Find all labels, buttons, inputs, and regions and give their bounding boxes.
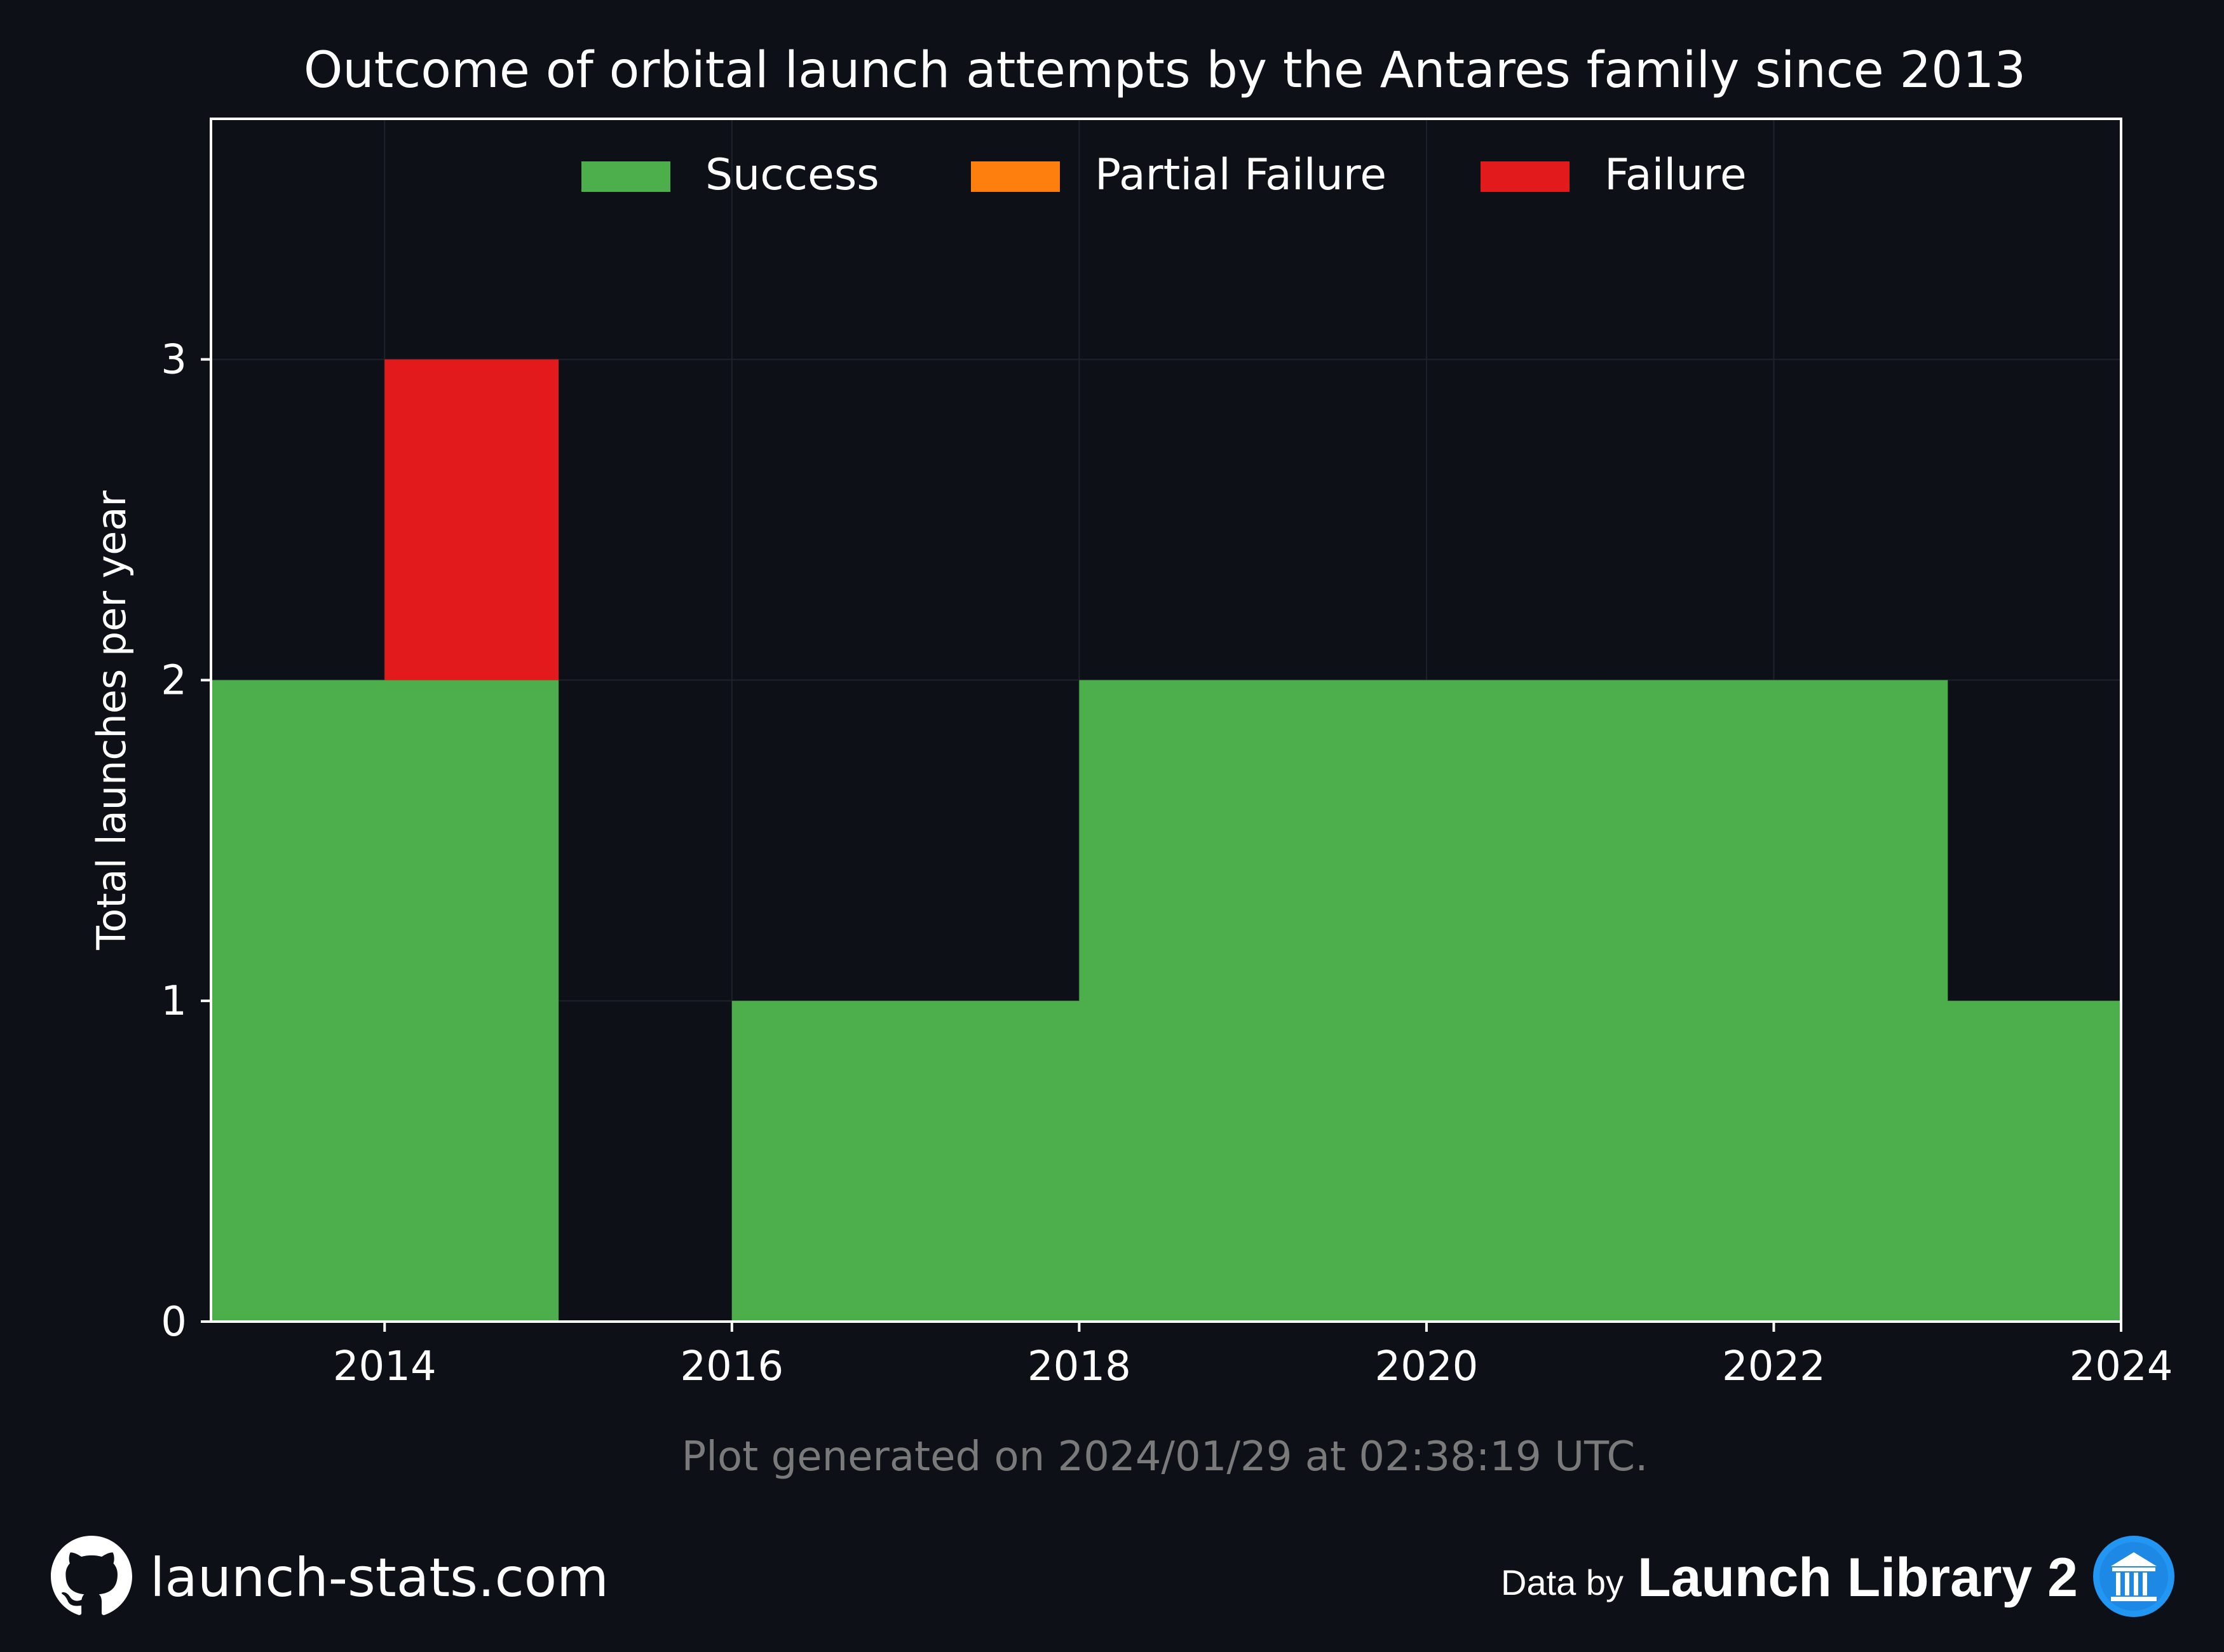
data-by-label: Data by [1501, 1562, 1624, 1602]
bar-success-2021 [1600, 680, 1775, 1322]
footnote: Plot generated on 2024/01/29 at 02:38:19… [682, 1433, 1648, 1480]
legend: Success Partial Failure Failure [581, 150, 1747, 200]
github-icon [51, 1536, 132, 1620]
footer-source: Data by Launch Library 2 [1501, 1536, 2176, 1619]
y-tick-label: 1 [161, 978, 187, 1025]
chart-title: Outcome of orbital launch attempts by th… [304, 42, 2026, 99]
bar-success-2018 [1079, 680, 1254, 1322]
y-tick-label: 2 [161, 657, 187, 704]
bar-failure-2014 [384, 359, 559, 680]
bar-success-2020 [1426, 680, 1601, 1322]
y-axis-label: Total launches per year [88, 491, 135, 951]
x-tick-label: 2022 [1722, 1343, 1826, 1390]
launch-library-icon [2092, 1534, 2176, 1621]
x-tick-label: 2020 [1374, 1343, 1478, 1390]
bar-success-2013 [211, 680, 385, 1322]
axis-ticks: 2014 2016 2018 2020 2022 2024 0 1 2 3 [161, 337, 2173, 1390]
bars [211, 359, 2122, 1322]
footer-site[interactable]: launch-stats.com [51, 1536, 609, 1619]
x-tick-label: 2016 [680, 1343, 783, 1390]
legend-label-failure: Failure [1604, 150, 1747, 200]
bar-success-2023 [1947, 1001, 2122, 1322]
y-tick-label: 0 [161, 1299, 187, 1346]
legend-swatch-success [581, 161, 670, 192]
legend-swatch-failure [1481, 161, 1570, 192]
source-name[interactable]: Launch Library 2 [1637, 1547, 2078, 1608]
bar-success-2014 [384, 680, 559, 1322]
legend-label-partial-failure: Partial Failure [1095, 150, 1387, 200]
legend-swatch-partial-failure [971, 161, 1060, 192]
bar-success-2022 [1773, 680, 1948, 1322]
plot-frame [210, 118, 2122, 1323]
x-tick-label: 2014 [333, 1343, 437, 1390]
y-tick-label: 3 [161, 337, 187, 384]
bar-success-2016 [731, 1001, 906, 1322]
x-tick-label: 2024 [2070, 1343, 2173, 1390]
site-link[interactable]: launch-stats.com [150, 1547, 609, 1609]
legend-label-success: Success [705, 150, 879, 200]
bar-success-2019 [1252, 680, 1427, 1322]
x-tick-label: 2018 [1027, 1343, 1131, 1390]
bar-success-2017 [905, 1001, 1080, 1322]
